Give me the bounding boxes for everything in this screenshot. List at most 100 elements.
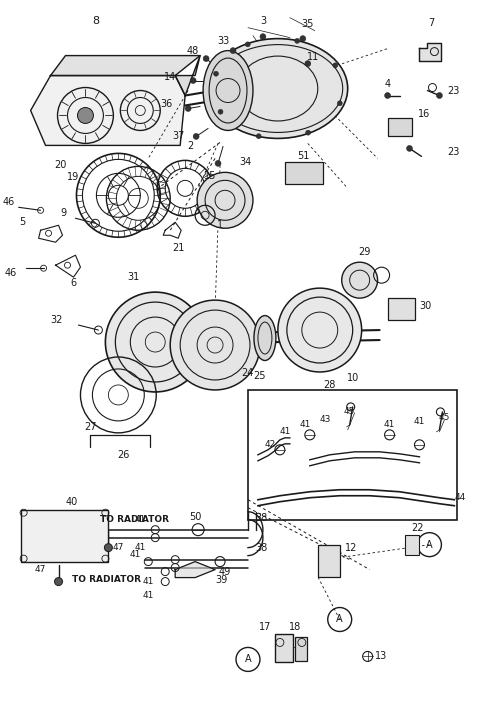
Text: 15: 15 xyxy=(204,171,216,181)
Text: A: A xyxy=(245,654,252,665)
Ellipse shape xyxy=(208,39,348,138)
Text: 41: 41 xyxy=(134,516,146,524)
Text: 47: 47 xyxy=(35,565,46,574)
Text: 20: 20 xyxy=(54,161,67,171)
Bar xyxy=(285,163,323,184)
Text: 5: 5 xyxy=(20,217,26,228)
Text: 34: 34 xyxy=(239,158,251,167)
Text: 39: 39 xyxy=(215,575,228,585)
Text: 33: 33 xyxy=(217,35,229,45)
Text: 50: 50 xyxy=(189,512,201,522)
Bar xyxy=(387,298,416,320)
Circle shape xyxy=(436,92,443,99)
Text: 24: 24 xyxy=(241,368,253,378)
Text: 41: 41 xyxy=(143,577,154,586)
Text: 17: 17 xyxy=(259,623,271,632)
Circle shape xyxy=(193,133,199,140)
Circle shape xyxy=(278,288,361,372)
Circle shape xyxy=(260,34,266,40)
Text: 37: 37 xyxy=(172,132,184,141)
Text: 41: 41 xyxy=(414,418,425,426)
Ellipse shape xyxy=(254,315,276,361)
Text: 22: 22 xyxy=(411,523,424,533)
Text: 43: 43 xyxy=(320,415,331,424)
Circle shape xyxy=(256,134,261,139)
Text: 36: 36 xyxy=(160,99,172,109)
Circle shape xyxy=(333,63,338,68)
Circle shape xyxy=(384,92,391,99)
Polygon shape xyxy=(175,562,215,577)
Circle shape xyxy=(106,292,205,392)
Polygon shape xyxy=(50,55,200,76)
Text: 7: 7 xyxy=(428,18,434,27)
Text: 41: 41 xyxy=(299,420,311,429)
Circle shape xyxy=(407,145,412,151)
Circle shape xyxy=(245,42,250,47)
Text: 41: 41 xyxy=(130,550,141,559)
Circle shape xyxy=(55,577,62,585)
Text: 2: 2 xyxy=(187,141,193,151)
Text: 16: 16 xyxy=(418,109,430,120)
Circle shape xyxy=(190,78,196,84)
Text: 10: 10 xyxy=(347,373,359,383)
Text: 8: 8 xyxy=(92,16,99,26)
Polygon shape xyxy=(420,42,442,60)
Text: 1: 1 xyxy=(217,220,223,230)
Bar xyxy=(387,119,412,136)
Text: 23: 23 xyxy=(447,86,460,96)
Circle shape xyxy=(104,544,112,552)
Text: 31: 31 xyxy=(127,272,139,282)
Text: 48: 48 xyxy=(187,45,199,55)
Text: 9: 9 xyxy=(60,208,67,218)
Circle shape xyxy=(185,106,191,112)
Text: 32: 32 xyxy=(50,315,63,325)
Text: A: A xyxy=(336,614,343,624)
Text: 3: 3 xyxy=(260,16,266,26)
Circle shape xyxy=(203,55,209,62)
Circle shape xyxy=(305,60,311,66)
Text: 19: 19 xyxy=(67,172,80,182)
Text: 40: 40 xyxy=(65,497,78,507)
Text: 42: 42 xyxy=(265,441,276,449)
Text: 41: 41 xyxy=(384,420,395,429)
Bar xyxy=(248,390,457,520)
Bar xyxy=(275,634,293,662)
Bar xyxy=(21,510,108,562)
Text: 30: 30 xyxy=(420,301,432,311)
Bar xyxy=(318,544,340,577)
Circle shape xyxy=(337,101,342,106)
Text: 27: 27 xyxy=(84,422,96,432)
Text: 12: 12 xyxy=(345,543,357,553)
Text: 25: 25 xyxy=(254,371,266,381)
Text: 41: 41 xyxy=(143,591,154,600)
Circle shape xyxy=(295,38,300,43)
Ellipse shape xyxy=(203,50,253,130)
Text: 14: 14 xyxy=(164,71,176,81)
Circle shape xyxy=(197,172,253,228)
Text: 6: 6 xyxy=(71,278,76,288)
Polygon shape xyxy=(175,55,200,96)
Text: 28: 28 xyxy=(324,380,336,390)
Text: 18: 18 xyxy=(288,623,301,632)
Circle shape xyxy=(77,107,94,123)
Bar xyxy=(405,535,420,554)
Text: 21: 21 xyxy=(172,243,184,253)
Circle shape xyxy=(300,35,306,42)
Circle shape xyxy=(230,48,236,53)
Circle shape xyxy=(214,71,218,76)
Text: A: A xyxy=(426,540,433,549)
Circle shape xyxy=(218,109,223,114)
Text: 13: 13 xyxy=(374,652,387,662)
Text: 23: 23 xyxy=(447,148,460,158)
Text: TO RADIATOR: TO RADIATOR xyxy=(72,575,142,584)
Text: 35: 35 xyxy=(301,19,314,29)
Text: 49: 49 xyxy=(219,567,231,577)
Text: 46: 46 xyxy=(4,268,17,278)
Text: 41: 41 xyxy=(134,543,146,552)
Text: 44: 44 xyxy=(455,493,466,503)
Text: 4: 4 xyxy=(384,78,391,89)
Polygon shape xyxy=(31,76,185,145)
Text: 38: 38 xyxy=(255,543,267,553)
Circle shape xyxy=(342,262,378,298)
Text: 26: 26 xyxy=(117,450,130,460)
